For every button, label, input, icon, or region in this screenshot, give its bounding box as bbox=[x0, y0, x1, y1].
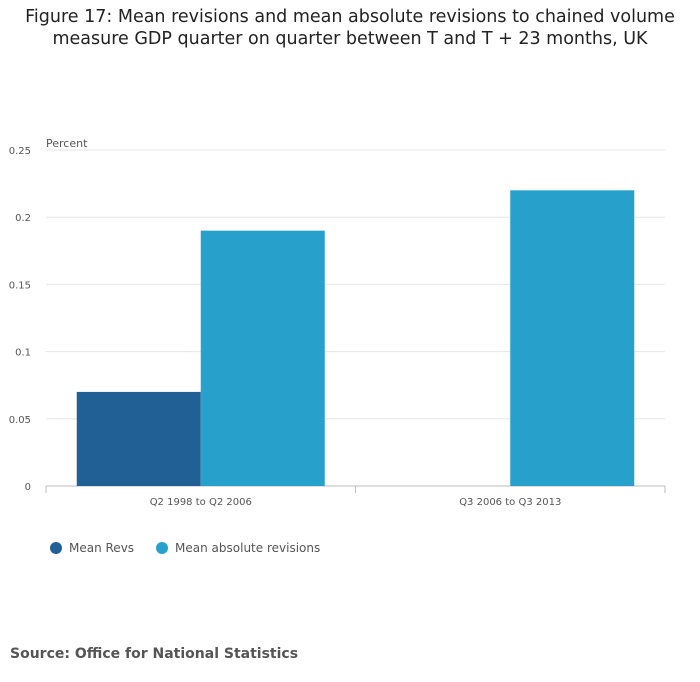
source-note: Source: Office for National Statistics bbox=[10, 646, 299, 662]
y-tick-label: 0 bbox=[25, 482, 31, 493]
bar-mean-revs bbox=[76, 391, 201, 486]
legend-label-mean-absolute-revisions: Mean absolute revisions bbox=[175, 541, 321, 555]
bar-mean-absolute-revisions bbox=[200, 230, 325, 486]
chart-title-line-2: measure GDP quarter on quarter between T… bbox=[52, 29, 648, 49]
legend-marker-mean-revs bbox=[50, 542, 62, 554]
y-tick-label: 0.2 bbox=[15, 213, 31, 224]
y-tick-label: 0.05 bbox=[9, 415, 31, 426]
chart-legend: Mean Revs Mean absolute revisions bbox=[50, 541, 342, 555]
y-axis-label: Percent bbox=[46, 137, 88, 150]
x-tick-label: Q3 2006 to Q3 2013 bbox=[459, 497, 561, 508]
legend-item-mean-revs[interactable]: Mean Revs bbox=[50, 541, 134, 555]
y-tick-label: 0.1 bbox=[15, 348, 31, 359]
x-tick-label: Q2 1998 to Q2 2006 bbox=[150, 497, 252, 508]
y-tick-label: 0.25 bbox=[9, 146, 31, 157]
legend-marker-mean-absolute-revisions bbox=[156, 542, 169, 554]
legend-item-mean-absolute-revisions[interactable]: Mean absolute revisions bbox=[156, 541, 320, 555]
chart-title: Figure 17: Mean revisions and mean absol… bbox=[20, 6, 680, 50]
y-tick-label: 0.15 bbox=[9, 280, 31, 291]
legend-label-mean-revs: Mean Revs bbox=[69, 541, 135, 555]
bar-mean-absolute-revisions bbox=[510, 190, 635, 486]
chart-title-line-1: Figure 17: Mean revisions and mean absol… bbox=[25, 7, 675, 27]
